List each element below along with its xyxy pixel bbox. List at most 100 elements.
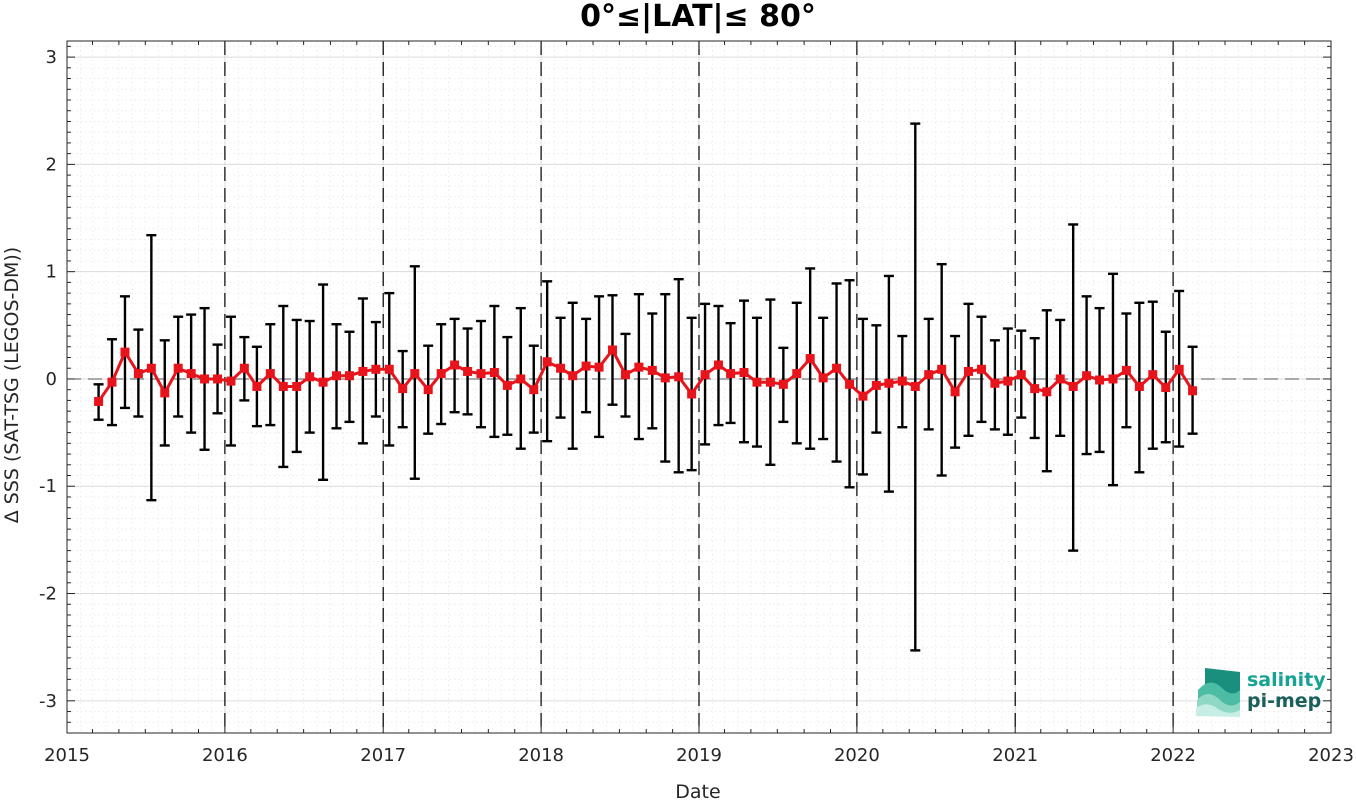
data-point-marker [607, 345, 617, 355]
y-tick-label: 3 [46, 47, 57, 68]
x-tick-label: 2019 [676, 745, 722, 766]
data-point-marker [1148, 370, 1158, 380]
data-point-marker [556, 363, 566, 373]
data-point-marker [529, 385, 539, 395]
data-point-marker [568, 371, 578, 381]
x-tick-label: 2020 [834, 745, 880, 766]
data-point-marker [778, 379, 788, 389]
y-tick-labels: 3 2 1 0 -1 -2 -3 [39, 47, 57, 712]
data-point-marker [832, 363, 842, 373]
data-point-marker [226, 376, 236, 386]
data-point-marker [1042, 387, 1052, 397]
chart-title: 0°≤|LAT|≤ 80° [580, 0, 816, 34]
y-tick-label: -1 [39, 476, 57, 497]
data-point-marker [133, 369, 143, 379]
data-point-marker [160, 388, 170, 398]
data-point-marker [1134, 381, 1144, 391]
data-point-marker [792, 369, 802, 379]
data-point-marker [647, 365, 657, 375]
data-point-marker [398, 384, 408, 394]
data-point-marker [186, 369, 196, 379]
y-tick-label: 1 [46, 262, 57, 283]
data-point-marker [713, 360, 723, 370]
data-point-marker [897, 376, 907, 386]
x-tick-label: 2015 [44, 745, 90, 766]
data-point-marker [594, 362, 604, 372]
data-point-marker [660, 373, 670, 383]
data-point-marker [305, 372, 315, 382]
data-point-marker [884, 378, 894, 388]
y-tick-label: 2 [46, 154, 57, 175]
data-point-marker [1095, 375, 1105, 385]
x-tick-label: 2017 [360, 745, 406, 766]
data-point-marker [436, 369, 446, 379]
data-point-marker [1030, 384, 1040, 394]
x-tick-labels: 2015 2016 2017 2018 2019 2020 2021 2022 2023 [44, 745, 1354, 766]
data-point-marker [620, 370, 630, 380]
data-point-marker [990, 378, 1000, 388]
data-point-marker [173, 363, 183, 373]
data-point-marker [450, 360, 460, 370]
logo-waves-icon [1196, 668, 1240, 717]
data-point-marker [1003, 376, 1013, 386]
data-point-marker [94, 396, 104, 406]
series-line [97, 348, 1194, 403]
x-tick-label: 2021 [992, 745, 1038, 766]
x-tick-label: 2023 [1308, 745, 1354, 766]
data-point-marker [765, 377, 775, 387]
data-point-marker [1188, 386, 1198, 396]
data-point-marker [463, 366, 473, 376]
year-separator-lines [224, 41, 1174, 733]
axis-ticks [66, 41, 1332, 733]
data-point-marker [384, 364, 394, 374]
data-point-marker [634, 362, 644, 372]
data-point-marker [687, 389, 697, 399]
x-tick-label: 2022 [1150, 745, 1196, 766]
x-axis-label: Date [675, 781, 720, 801]
data-point-marker [502, 380, 512, 390]
data-point-marker [739, 368, 749, 378]
data-point-marker [858, 391, 868, 401]
data-point-marker [910, 381, 920, 391]
data-point-marker [542, 357, 552, 367]
data-point-marker [358, 366, 368, 376]
data-point-marker [963, 366, 973, 376]
data-point-marker [1055, 374, 1065, 384]
data-point-marker [213, 374, 223, 384]
x-tick-label: 2016 [202, 745, 248, 766]
data-point-marker [818, 373, 828, 383]
data-point-marker [1174, 364, 1184, 374]
data-point-marker [331, 371, 341, 381]
data-point-marker [950, 387, 960, 397]
series-markers [94, 345, 1198, 406]
data-point-marker [120, 347, 130, 357]
y-tick-label: -2 [39, 584, 57, 605]
data-point-marker [1068, 381, 1078, 391]
y-tick-label: 0 [46, 369, 57, 390]
data-point-marker [1016, 370, 1026, 380]
x-tick-label: 2018 [518, 745, 564, 766]
data-point-marker [476, 369, 486, 379]
data-point-marker [845, 379, 855, 389]
data-point-marker [805, 354, 815, 364]
data-point-marker [1108, 374, 1118, 384]
y-tick-label: -3 [39, 691, 57, 712]
data-point-marker [976, 364, 986, 374]
data-point-marker [239, 363, 249, 373]
salinity-pi-mep-logo: salinity pi-mep [1196, 668, 1326, 717]
logo-text-salinity: salinity [1247, 669, 1326, 691]
data-point-marker [1082, 371, 1092, 381]
data-point-marker [265, 369, 275, 379]
data-point-marker [489, 368, 499, 378]
data-point-marker [924, 370, 934, 380]
data-point-marker [752, 377, 762, 387]
data-point-marker [700, 370, 710, 380]
data-point-marker [516, 374, 526, 384]
data-point-marker [423, 385, 433, 395]
data-point-marker [278, 381, 288, 391]
data-point-marker [581, 361, 591, 371]
data-point-marker [871, 380, 881, 390]
data-point-marker [674, 372, 684, 382]
data-point-marker [371, 364, 381, 374]
